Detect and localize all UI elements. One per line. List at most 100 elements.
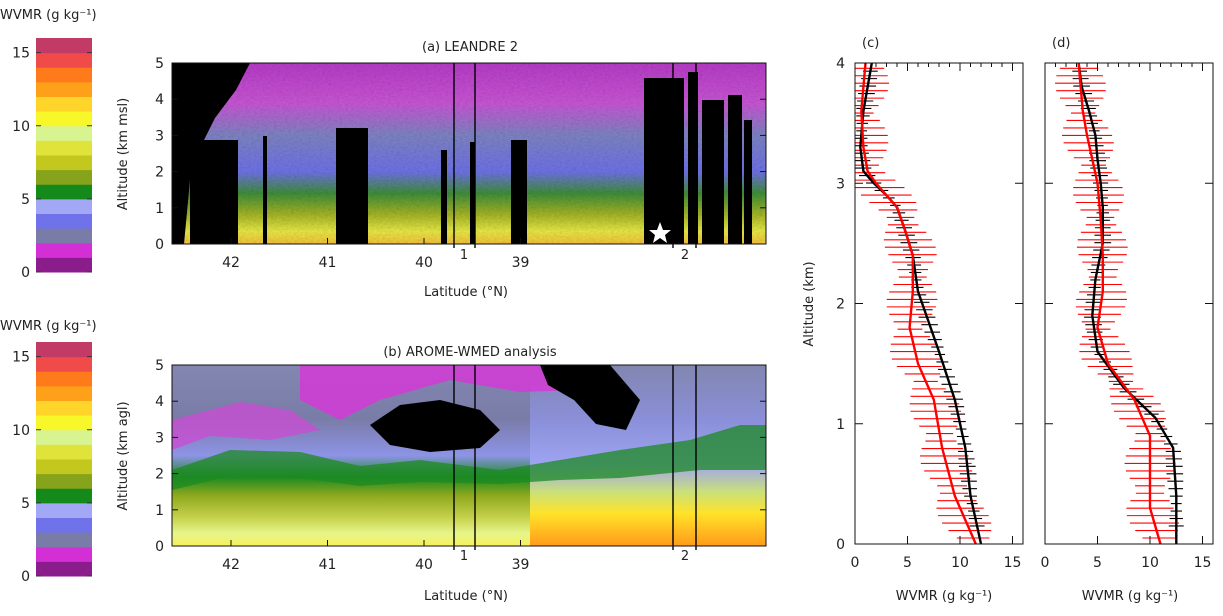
colorbar-tick-label: 10	[12, 119, 30, 135]
panel-b-frame	[171, 364, 767, 547]
colorbar-swatch	[36, 488, 92, 504]
panel-b-xlabel: Latitude (°N)	[424, 589, 508, 604]
colorbar-tick-label: 0	[21, 265, 30, 281]
y-tick-label: 1	[155, 503, 164, 519]
colorbar-top-label: WVMR (g kg⁻¹)	[0, 8, 97, 23]
y-tick-label: 2	[155, 165, 164, 181]
colorbar-bottom-ticks: 0 5 10 15	[12, 350, 92, 585]
panel-b-flight-markers	[453, 365, 697, 550]
y-tick-label: 5	[155, 56, 164, 72]
panel-a-frame	[171, 62, 767, 245]
panel-d-xlabel: WVMR (g kg⁻¹)	[1082, 589, 1179, 604]
x-tick-label: 15	[1194, 555, 1212, 571]
colorbar-swatch	[36, 242, 92, 258]
panel-b-marker-1: 1	[460, 549, 468, 564]
y-tick-label: 4	[155, 92, 164, 108]
y-tick-label: 2	[155, 467, 164, 483]
y-tick-label: 5	[155, 358, 164, 374]
colorbar-tick-label: 0	[21, 569, 30, 585]
panel-d-title: (d)	[1052, 36, 1070, 51]
colorbar-swatch	[36, 169, 92, 185]
panel-d: (d) 0 5 10 15 WVMR (g kg⁻¹)	[1041, 36, 1214, 604]
colorbar-swatch	[36, 198, 92, 214]
panel-b-ylabel: Altitude (km agl)	[116, 401, 131, 510]
colorbar-swatch	[36, 429, 92, 445]
panel-c-ticks: 0 5 10 15 0 1 2 3 4	[836, 56, 1023, 571]
x-tick-label: 5	[903, 555, 912, 571]
panel-d-plot	[1055, 62, 1184, 545]
panel-a-star-marker	[649, 222, 671, 243]
y-tick-label: 2	[836, 297, 845, 313]
colorbar-swatch	[36, 184, 92, 200]
panel-b-title: (b) AROME-WMED analysis	[383, 345, 557, 360]
colorbar-swatch	[36, 473, 92, 489]
y-tick-label: 3	[155, 128, 164, 144]
y-tick-label: 0	[836, 537, 845, 553]
colorbar-swatch	[36, 155, 92, 171]
x-tick-label: 10	[1141, 555, 1159, 571]
colorbar-swatch	[36, 532, 92, 548]
colorbar-swatch	[36, 517, 92, 533]
panel-a-x-ticks: 42 41 40 39	[222, 238, 529, 271]
y-tick-label: 3	[836, 176, 845, 192]
colorbar-tick-label: 5	[21, 496, 30, 512]
panel-a-marker-1: 1	[460, 248, 468, 263]
panel-a-ylabel: Altitude (km msl)	[116, 98, 131, 210]
y-tick-label: 4	[836, 56, 845, 72]
panel-a-xlabel: Latitude (°N)	[424, 285, 508, 300]
colorbar-swatch	[36, 561, 92, 577]
colorbar-swatch	[36, 96, 92, 112]
panel-a-title: (a) LEANDRE 2	[422, 40, 518, 55]
x-tick-label: 42	[222, 255, 240, 271]
panel-c-title: (c)	[862, 36, 879, 51]
colorbar-swatch	[36, 502, 92, 518]
x-tick-label: 42	[222, 557, 240, 573]
colorbar-top: WVMR (g kg⁻¹) 0 5 10 15	[0, 8, 97, 281]
panel-b-green-band	[172, 425, 766, 490]
x-tick-label: 40	[415, 557, 433, 573]
panel-c-plot	[855, 62, 992, 545]
x-tick-label: 39	[512, 255, 530, 271]
panel-c: (c) 0 5 10 15 0 1 2 3 4 Altitude (km) WVMR (g kg…	[802, 36, 1024, 604]
panel-a-flight-markers	[453, 63, 697, 248]
colorbar-swatch	[36, 228, 92, 244]
colorbar-swatch	[36, 111, 92, 127]
panel-c-xlabel: WVMR (g kg⁻¹)	[896, 589, 993, 604]
x-tick-label: 39	[512, 557, 530, 573]
colorbar-tick-label: 15	[12, 350, 30, 366]
panel-b-black-region-1	[370, 400, 500, 452]
colorbar-swatch	[36, 459, 92, 475]
profile-line	[1077, 62, 1178, 544]
panel-b-black-region-2	[540, 365, 640, 430]
colorbar-swatch	[36, 342, 92, 358]
colorbar-swatch	[36, 385, 92, 401]
x-tick-label: 0	[851, 555, 860, 571]
x-tick-label: 41	[319, 255, 337, 271]
colorbar-swatch	[36, 52, 92, 68]
panel-a-y-ticks: 0 1 2 3 4 5	[155, 56, 766, 253]
panel-a-marker-2: 2	[681, 248, 689, 263]
colorbar-swatch	[36, 257, 92, 273]
y-tick-label: 4	[155, 394, 164, 410]
x-tick-label: 41	[319, 557, 337, 573]
colorbar-tick-label: 10	[12, 423, 30, 439]
x-tick-label: 10	[951, 555, 969, 571]
colorbar-tick-label: 5	[21, 192, 30, 208]
colorbar-swatch	[36, 444, 92, 460]
colorbar-swatch	[36, 125, 92, 141]
colorbar-swatch	[36, 371, 92, 387]
colorbar-swatch	[36, 67, 92, 83]
colorbar-top-ticks: 0 5 10 15	[12, 46, 92, 281]
y-tick-label: 1	[836, 417, 845, 433]
colorbar-swatch	[36, 81, 92, 97]
y-tick-label: 0	[155, 237, 164, 253]
panel-c-ylabel: Altitude (km)	[802, 261, 817, 346]
colorbar-swatch	[36, 356, 92, 372]
colorbar-swatch	[36, 140, 92, 156]
x-tick-label: 0	[1041, 555, 1050, 571]
panel-b-x-ticks: 42 41 40 39	[222, 540, 529, 573]
panel-b-marker-2: 2	[681, 549, 689, 564]
colorbar-swatch	[36, 38, 92, 54]
